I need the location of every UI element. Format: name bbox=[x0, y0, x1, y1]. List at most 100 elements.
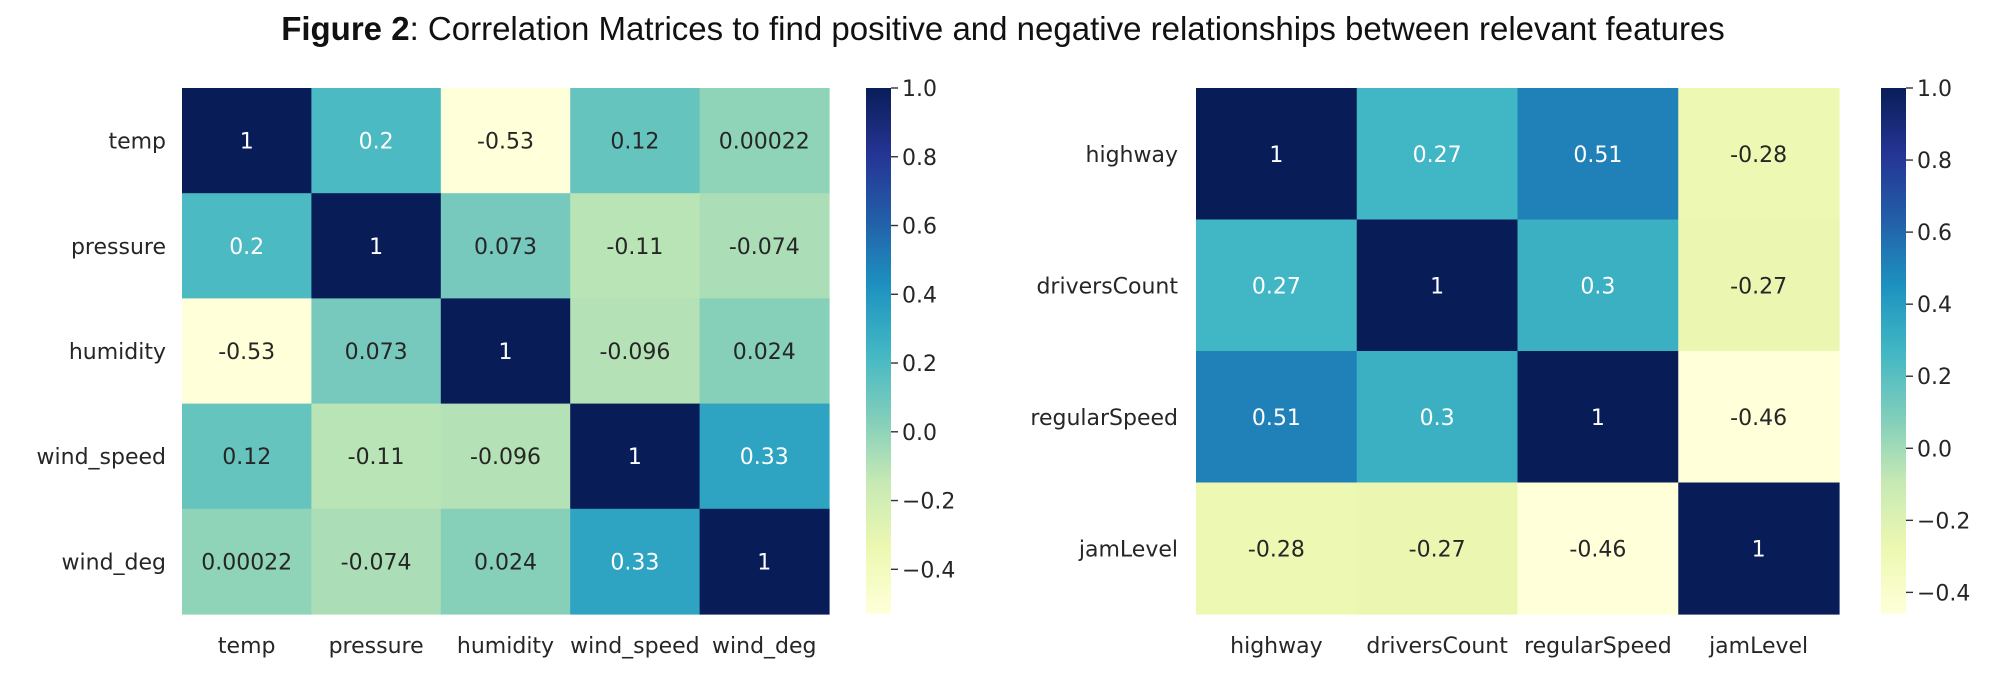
heatmap-cell bbox=[182, 508, 312, 615]
cell-annotation: -0.27 bbox=[1409, 537, 1466, 562]
heatmap-cell bbox=[1196, 88, 1358, 221]
cell-annotation: 1 bbox=[499, 340, 513, 365]
heatmap-cell bbox=[1517, 351, 1679, 484]
heatmap-cell bbox=[440, 193, 571, 299]
row-label: highway bbox=[1086, 143, 1178, 168]
cell-annotation: 0.12 bbox=[222, 445, 271, 470]
cell-annotation: 0.024 bbox=[733, 340, 796, 365]
heatmap-cell bbox=[1678, 219, 1840, 352]
heatmap-cell bbox=[311, 88, 442, 194]
cell-annotation: 0.073 bbox=[474, 235, 537, 260]
row-label: temp bbox=[108, 130, 166, 155]
cell-annotation: -0.074 bbox=[729, 235, 800, 260]
cell-annotation: 0.27 bbox=[1252, 274, 1301, 299]
colorbar bbox=[866, 88, 891, 614]
heatmap-cell bbox=[699, 403, 830, 510]
cell-annotation: -0.11 bbox=[348, 445, 405, 470]
heatmap-cell bbox=[570, 193, 701, 299]
cell-annotation: -0.46 bbox=[1730, 406, 1787, 431]
heatmap-cell bbox=[699, 88, 830, 194]
colorbar-tick-label: 0.2 bbox=[1917, 365, 1952, 390]
heatmap-cell bbox=[570, 508, 701, 615]
cell-annotation: 0.00022 bbox=[719, 130, 810, 155]
heatmap-cell bbox=[1678, 482, 1840, 615]
cell-annotation: -0.074 bbox=[341, 550, 412, 575]
cell-annotation: 1 bbox=[240, 130, 254, 155]
heatmap-cell bbox=[182, 88, 312, 194]
heatmap-cell bbox=[1196, 351, 1358, 484]
heatmap-cell bbox=[440, 403, 571, 510]
heatmap-cell bbox=[1356, 482, 1519, 615]
heatmap-cell bbox=[311, 298, 442, 405]
heatmap-cell bbox=[1678, 351, 1840, 484]
row-label: wind_deg bbox=[62, 550, 166, 575]
row-label: regularSpeed bbox=[1030, 406, 1178, 431]
heatmap-cell bbox=[1517, 482, 1679, 615]
heatmap-cell bbox=[699, 193, 830, 299]
cell-annotation: 1 bbox=[369, 235, 383, 260]
colorbar-tick-label: −0.4 bbox=[902, 558, 955, 583]
cell-annotation: -0.53 bbox=[477, 130, 534, 155]
colorbar-tick-label: −0.4 bbox=[1917, 581, 1970, 606]
cell-annotation: 1 bbox=[1591, 406, 1605, 431]
row-label: pressure bbox=[71, 235, 166, 260]
heatmap-cell bbox=[570, 298, 701, 405]
colorbar-tick-label: 0.0 bbox=[1917, 437, 1952, 462]
row-label: wind_speed bbox=[37, 445, 166, 470]
cell-annotation: 0.00022 bbox=[201, 550, 292, 575]
cell-annotation: 0.12 bbox=[610, 130, 659, 155]
column-label: pressure bbox=[329, 634, 424, 659]
cell-annotation: -0.27 bbox=[1730, 274, 1787, 299]
heatmap-cell bbox=[311, 403, 442, 510]
column-label: jamLevel bbox=[1708, 634, 1808, 659]
colorbar-tick-label: 1.0 bbox=[902, 77, 937, 102]
cell-annotation: 0.51 bbox=[1573, 143, 1622, 168]
colorbar-tick-label: 1.0 bbox=[1917, 77, 1952, 102]
heatmap-cell bbox=[182, 298, 312, 405]
cell-annotation: 0.024 bbox=[474, 550, 537, 575]
heatmap-cell bbox=[182, 193, 312, 299]
cell-annotation: 1 bbox=[757, 550, 771, 575]
heatmap-cell bbox=[570, 88, 701, 194]
cell-annotation: 0.3 bbox=[1420, 406, 1455, 431]
cell-annotation: 0.27 bbox=[1413, 143, 1462, 168]
colorbar-tick-label: 0.6 bbox=[1917, 221, 1952, 246]
cell-annotation: 0.33 bbox=[740, 445, 789, 470]
cell-annotation: -0.46 bbox=[1569, 537, 1626, 562]
heatmap-cell bbox=[1356, 351, 1519, 484]
cell-annotation: 1 bbox=[1269, 143, 1283, 168]
heatmap-cell bbox=[699, 298, 830, 405]
cell-annotation: -0.53 bbox=[218, 340, 275, 365]
colorbar-tick-label: 0.2 bbox=[902, 352, 937, 377]
cell-annotation: 1 bbox=[628, 445, 642, 470]
heatmap-cell bbox=[699, 508, 830, 615]
heatmap-cell bbox=[1196, 482, 1358, 615]
column-label: highway bbox=[1230, 634, 1322, 659]
figure-caption: : Correlation Matrices to find positive … bbox=[409, 10, 1725, 47]
cell-annotation: 0.2 bbox=[229, 235, 264, 260]
colorbar-tick-label: −0.2 bbox=[1917, 509, 1970, 534]
figure-label: Figure 2 bbox=[281, 10, 410, 47]
row-label: jamLevel bbox=[1078, 537, 1178, 562]
figure-title: Figure 2: Correlation Matrices to find p… bbox=[0, 10, 2006, 48]
cell-annotation: -0.28 bbox=[1730, 143, 1787, 168]
colorbar-tick-label: 0.0 bbox=[902, 421, 937, 446]
cell-annotation: 0.33 bbox=[610, 550, 659, 575]
heatmap-cell bbox=[1517, 219, 1679, 352]
column-label: regularSpeed bbox=[1524, 634, 1672, 659]
heatmap-cell bbox=[440, 298, 571, 405]
heatmap-cell bbox=[1196, 219, 1358, 352]
heatmap-cell bbox=[1356, 88, 1519, 221]
column-label: driversCount bbox=[1366, 634, 1508, 659]
heatmap-cell bbox=[1678, 88, 1840, 221]
heatmap-cell bbox=[311, 508, 442, 615]
colorbar-tick-label: 0.6 bbox=[902, 215, 937, 240]
heatmap-cell bbox=[1517, 88, 1679, 221]
column-label: temp bbox=[218, 634, 276, 659]
colorbar-tick-label: −0.2 bbox=[902, 490, 955, 515]
cell-annotation: 0.51 bbox=[1252, 406, 1301, 431]
heatmap-cell bbox=[1356, 219, 1519, 352]
column-label: wind_deg bbox=[712, 634, 816, 659]
heatmap-weather-correlation: 1 0.2 -0.53 0.12 0.00022 0.2 1 0.073 -0.11 -0.074… bbox=[37, 77, 956, 659]
colorbar bbox=[1881, 88, 1906, 614]
